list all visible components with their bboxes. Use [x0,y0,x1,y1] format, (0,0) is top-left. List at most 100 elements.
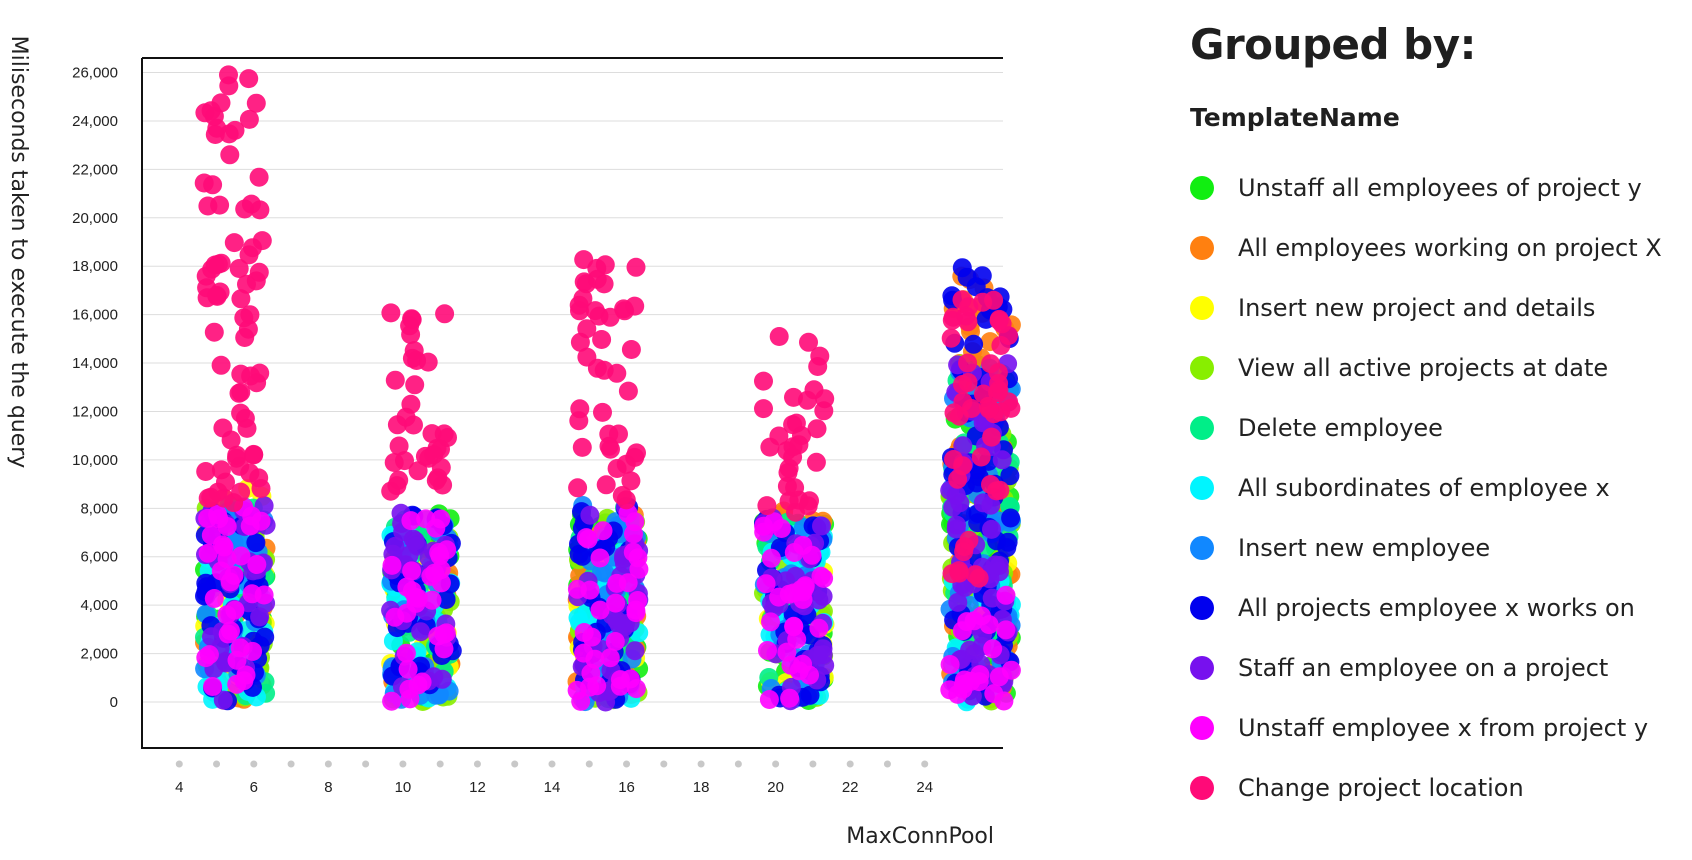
data-point [401,394,421,414]
data-point [204,589,224,608]
legend-label: Change project location [1238,774,1524,802]
data-point [614,299,634,319]
data-point [246,533,266,553]
x-tick-dot [175,760,183,768]
data-point [401,511,421,531]
x-tick-dot [250,760,258,768]
data-point [948,592,968,612]
legend-label: All projects employee x works on [1238,594,1635,622]
y-tick-label: 24,000 [72,113,118,130]
data-point [807,419,827,439]
legend-item[interactable]: All employees working on project X [1190,218,1680,278]
legend-item[interactable]: View all active projects at date [1190,338,1680,398]
data-point [778,463,798,483]
legend-label: Delete employee [1238,414,1443,442]
data-point [610,670,630,690]
legend-item[interactable]: Change project location [1190,758,1680,818]
scatter-chart: 0 2,000 4,000 6,000 8,000 10,000 12,000 14,000 1… [6,36,1021,849]
data-point [203,677,223,696]
data-point [626,257,646,277]
data-point [574,272,594,292]
legend-item[interactable]: Staff an employee on a project [1190,638,1680,698]
data-point [813,586,833,606]
data-point [629,559,649,579]
data-point [966,277,986,297]
data-point [981,495,1001,515]
data-point [229,259,249,278]
data-point [754,371,773,391]
data-point [964,334,984,354]
data-point [398,659,418,679]
data-point [989,556,1009,575]
legend-item[interactable]: All projects employee x works on [1190,578,1680,638]
data-point [402,561,422,581]
data-point [590,548,610,568]
data-point [996,585,1016,605]
data-point [436,590,456,609]
x-tick-label: 18 [693,779,710,796]
y-tick-label: 26,000 [72,65,118,82]
data-point [198,488,218,508]
data-point [981,475,1000,494]
data-point [214,488,234,508]
legend-label: All subordinates of employee x [1238,474,1610,502]
legend-swatch [1190,356,1214,380]
data-point [576,528,596,548]
data-point [396,643,416,663]
data-point [982,519,1001,539]
legend-swatch [1190,776,1214,800]
data-point [808,645,828,665]
data-point [229,383,249,403]
data-point [568,478,588,498]
axes [141,57,1003,749]
data-point [407,351,427,370]
data-point [220,145,240,165]
legend-item[interactable]: Delete employee [1190,398,1680,458]
y-tick-label: 2,000 [80,646,118,663]
data-point [400,689,420,709]
data-point [400,316,420,336]
data-point [998,532,1018,552]
data-point [979,615,999,635]
data-point [241,366,261,386]
x-tick-dot [623,760,631,768]
legend-item[interactable]: Insert new employee [1190,518,1680,578]
legend-swatch [1190,716,1214,740]
x-tick-label: 8 [324,779,332,796]
x-tick-label: 24 [916,779,933,796]
data-point [999,326,1018,346]
x-tick-dot [697,760,705,768]
data-point [971,447,991,467]
data-point [940,680,960,700]
data-point [984,290,1004,310]
legend-item[interactable]: Unstaff employee x from project y [1190,698,1680,758]
data-point [949,561,969,581]
data-point [777,476,797,496]
data-point [194,173,214,193]
data-point [411,622,431,642]
data-point [811,566,831,586]
data-point [235,408,255,428]
data-point [239,69,259,89]
legend-item[interactable]: All subordinates of employee x [1190,458,1680,518]
data-point [216,472,235,492]
data-point [965,565,985,585]
x-tick-dot [883,760,891,768]
data-point [596,475,616,495]
data-point [802,545,822,565]
data-point [607,363,627,383]
data-point [250,200,270,220]
legend-item[interactable]: Insert new project and details [1190,278,1680,338]
data-point [574,250,594,270]
legend-swatch [1190,536,1214,560]
data-point [431,509,451,529]
data-point [789,661,809,681]
data-point [434,424,454,444]
data-point [574,643,594,663]
data-point [593,521,613,541]
legend-item[interactable]: Unstaff all employees of project y [1190,158,1680,218]
data-point [761,612,780,632]
data-point [580,505,600,525]
data-point [618,381,638,401]
data-point [580,677,600,697]
